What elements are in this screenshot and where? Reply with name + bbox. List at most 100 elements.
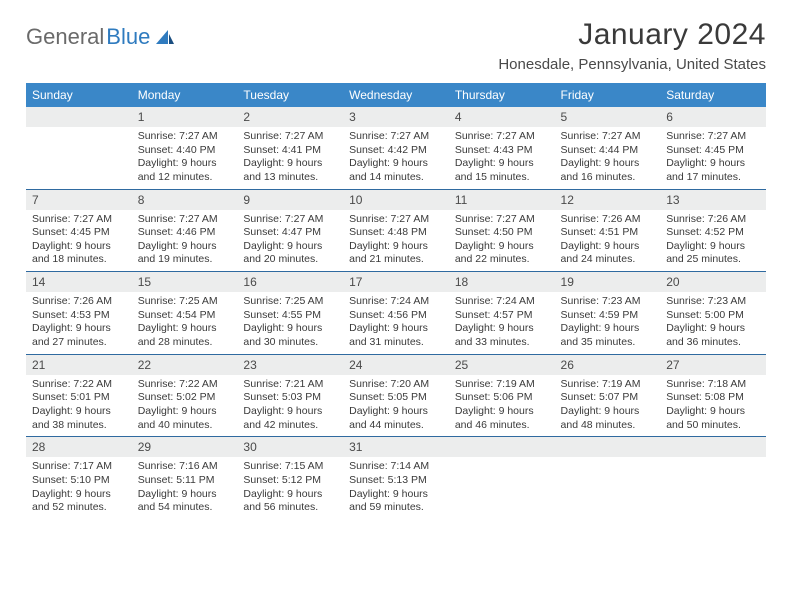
day-header: Thursday [449,83,555,107]
day-number: 29 [132,437,238,457]
day-number: 31 [343,437,449,457]
day-header: Saturday [660,83,766,107]
day-number: 11 [449,190,555,210]
day-number: 15 [132,272,238,292]
brand-word-1: General [26,24,104,50]
day-details: Sunrise: 7:20 AMSunset: 5:05 PMDaylight:… [343,375,449,437]
day-number: 18 [449,272,555,292]
day-details: Sunrise: 7:26 AMSunset: 4:52 PMDaylight:… [660,210,766,272]
day-details: Sunrise: 7:27 AMSunset: 4:45 PMDaylight:… [660,127,766,189]
day-cell: 13Sunrise: 7:26 AMSunset: 4:52 PMDayligh… [660,189,766,272]
day-details: Sunrise: 7:27 AMSunset: 4:48 PMDaylight:… [343,210,449,272]
day-header-row: SundayMondayTuesdayWednesdayThursdayFrid… [26,83,766,107]
brand-word-2: Blue [106,24,150,50]
day-number: 27 [660,355,766,375]
day-number: 6 [660,107,766,127]
day-details: Sunrise: 7:22 AMSunset: 5:02 PMDaylight:… [132,375,238,437]
day-number: 28 [26,437,132,457]
day-header: Wednesday [343,83,449,107]
day-cell: 31Sunrise: 7:14 AMSunset: 5:13 PMDayligh… [343,437,449,519]
day-cell: 27Sunrise: 7:18 AMSunset: 5:08 PMDayligh… [660,354,766,437]
day-number: 14 [26,272,132,292]
location-text: Honesdale, Pennsylvania, United States [498,56,766,73]
header: GeneralBlue January 2024 Honesdale, Penn… [26,18,766,73]
day-details: Sunrise: 7:25 AMSunset: 4:54 PMDaylight:… [132,292,238,354]
day-details: Sunrise: 7:27 AMSunset: 4:45 PMDaylight:… [26,210,132,272]
day-cell: 18Sunrise: 7:24 AMSunset: 4:57 PMDayligh… [449,272,555,355]
day-cell: 22Sunrise: 7:22 AMSunset: 5:02 PMDayligh… [132,354,238,437]
day-header: Sunday [26,83,132,107]
day-cell: 1Sunrise: 7:27 AMSunset: 4:40 PMDaylight… [132,107,238,189]
day-number: 16 [237,272,343,292]
day-number: 10 [343,190,449,210]
day-details: Sunrise: 7:19 AMSunset: 5:06 PMDaylight:… [449,375,555,437]
day-cell: 29Sunrise: 7:16 AMSunset: 5:11 PMDayligh… [132,437,238,519]
day-cell: 26Sunrise: 7:19 AMSunset: 5:07 PMDayligh… [555,354,661,437]
day-cell: 16Sunrise: 7:25 AMSunset: 4:55 PMDayligh… [237,272,343,355]
day-cell: 3Sunrise: 7:27 AMSunset: 4:42 PMDaylight… [343,107,449,189]
day-details: Sunrise: 7:17 AMSunset: 5:10 PMDaylight:… [26,457,132,519]
day-number: 26 [555,355,661,375]
week-row: 14Sunrise: 7:26 AMSunset: 4:53 PMDayligh… [26,272,766,355]
day-details: Sunrise: 7:16 AMSunset: 5:11 PMDaylight:… [132,457,238,519]
day-details: Sunrise: 7:24 AMSunset: 4:56 PMDaylight:… [343,292,449,354]
day-cell: 19Sunrise: 7:23 AMSunset: 4:59 PMDayligh… [555,272,661,355]
day-cell: 9Sunrise: 7:27 AMSunset: 4:47 PMDaylight… [237,189,343,272]
day-details: Sunrise: 7:27 AMSunset: 4:42 PMDaylight:… [343,127,449,189]
day-number: 25 [449,355,555,375]
day-details: Sunrise: 7:22 AMSunset: 5:01 PMDaylight:… [26,375,132,437]
day-cell: 8Sunrise: 7:27 AMSunset: 4:46 PMDaylight… [132,189,238,272]
day-header: Tuesday [237,83,343,107]
day-number: 7 [26,190,132,210]
week-row: 1Sunrise: 7:27 AMSunset: 4:40 PMDaylight… [26,107,766,189]
day-number: 21 [26,355,132,375]
day-cell: 7Sunrise: 7:27 AMSunset: 4:45 PMDaylight… [26,189,132,272]
day-cell: 5Sunrise: 7:27 AMSunset: 4:44 PMDaylight… [555,107,661,189]
day-cell: 23Sunrise: 7:21 AMSunset: 5:03 PMDayligh… [237,354,343,437]
day-details: Sunrise: 7:27 AMSunset: 4:40 PMDaylight:… [132,127,238,189]
day-details: Sunrise: 7:24 AMSunset: 4:57 PMDaylight:… [449,292,555,354]
day-number-empty [449,437,555,457]
day-cell: 15Sunrise: 7:25 AMSunset: 4:54 PMDayligh… [132,272,238,355]
day-cell [449,437,555,519]
calendar-table: SundayMondayTuesdayWednesdayThursdayFrid… [26,83,766,519]
day-cell: 6Sunrise: 7:27 AMSunset: 4:45 PMDaylight… [660,107,766,189]
day-number: 17 [343,272,449,292]
day-cell: 11Sunrise: 7:27 AMSunset: 4:50 PMDayligh… [449,189,555,272]
day-number: 23 [237,355,343,375]
day-number: 4 [449,107,555,127]
day-details: Sunrise: 7:27 AMSunset: 4:46 PMDaylight:… [132,210,238,272]
day-cell: 28Sunrise: 7:17 AMSunset: 5:10 PMDayligh… [26,437,132,519]
day-number: 19 [555,272,661,292]
day-details: Sunrise: 7:27 AMSunset: 4:50 PMDaylight:… [449,210,555,272]
day-cell: 14Sunrise: 7:26 AMSunset: 4:53 PMDayligh… [26,272,132,355]
day-cell [26,107,132,189]
day-number: 2 [237,107,343,127]
day-number: 1 [132,107,238,127]
day-details: Sunrise: 7:21 AMSunset: 5:03 PMDaylight:… [237,375,343,437]
day-header: Friday [555,83,661,107]
day-cell: 17Sunrise: 7:24 AMSunset: 4:56 PMDayligh… [343,272,449,355]
day-cell: 25Sunrise: 7:19 AMSunset: 5:06 PMDayligh… [449,354,555,437]
day-cell: 10Sunrise: 7:27 AMSunset: 4:48 PMDayligh… [343,189,449,272]
day-number: 30 [237,437,343,457]
day-details: Sunrise: 7:27 AMSunset: 4:47 PMDaylight:… [237,210,343,272]
day-number: 8 [132,190,238,210]
day-number: 9 [237,190,343,210]
day-number: 12 [555,190,661,210]
day-cell [660,437,766,519]
day-cell: 21Sunrise: 7:22 AMSunset: 5:01 PMDayligh… [26,354,132,437]
brand-sail-icon [154,28,176,46]
month-title: January 2024 [498,18,766,52]
day-details: Sunrise: 7:26 AMSunset: 4:51 PMDaylight:… [555,210,661,272]
day-details: Sunrise: 7:19 AMSunset: 5:07 PMDaylight:… [555,375,661,437]
day-number-empty [555,437,661,457]
day-number: 13 [660,190,766,210]
day-number-empty [660,437,766,457]
week-row: 21Sunrise: 7:22 AMSunset: 5:01 PMDayligh… [26,354,766,437]
day-cell: 2Sunrise: 7:27 AMSunset: 4:41 PMDaylight… [237,107,343,189]
day-header: Monday [132,83,238,107]
day-cell: 4Sunrise: 7:27 AMSunset: 4:43 PMDaylight… [449,107,555,189]
day-cell: 30Sunrise: 7:15 AMSunset: 5:12 PMDayligh… [237,437,343,519]
brand-logo: GeneralBlue [26,18,176,50]
